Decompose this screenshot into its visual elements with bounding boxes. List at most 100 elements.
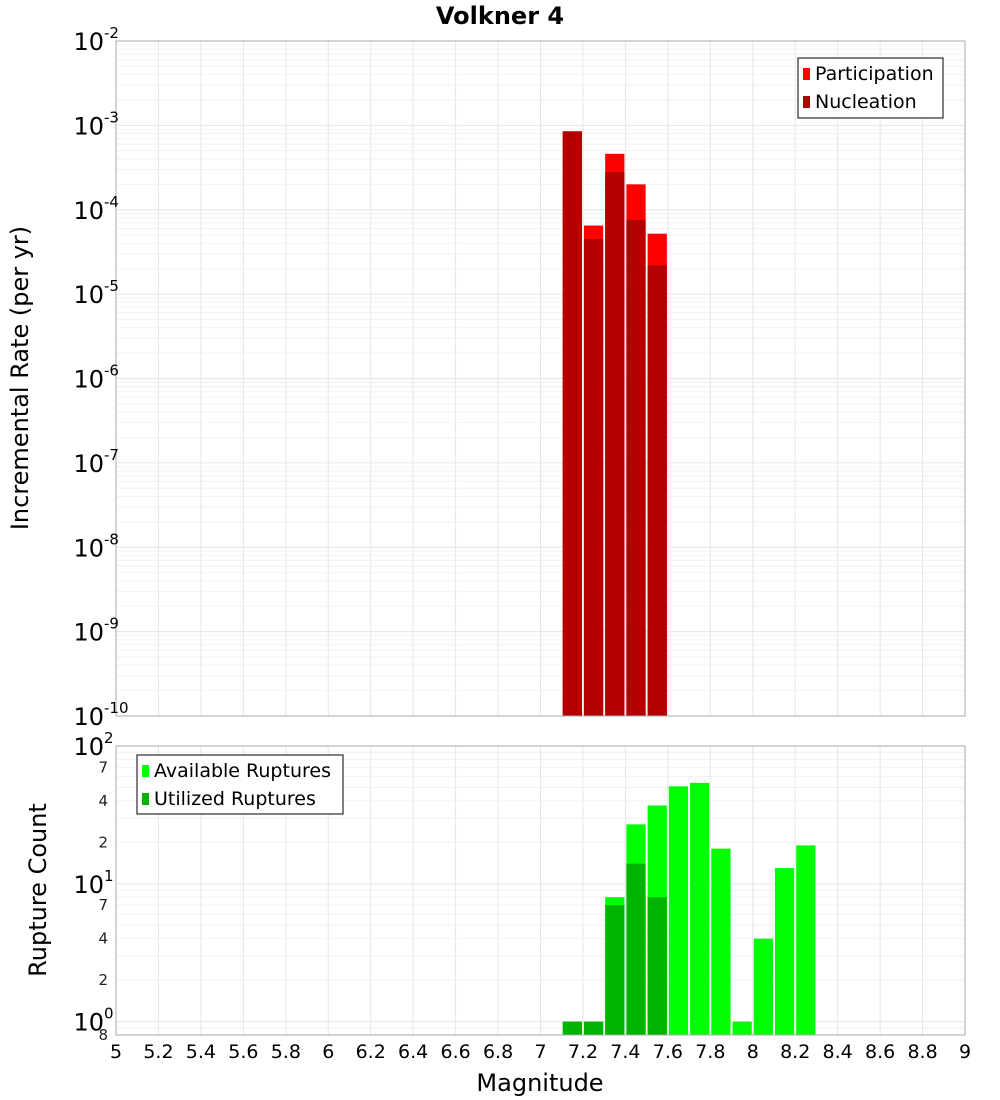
magnitude-x-tick-label: 5.6 <box>228 1041 258 1063</box>
rupture-legend-swatch <box>142 793 149 805</box>
rupture-y-tick-base: 10 <box>73 1009 104 1037</box>
magnitude-x-tick-label: 7.6 <box>653 1041 683 1063</box>
rupture-legend: Available Ruptures Utilized Ruptures <box>136 754 344 815</box>
magnitude-x-tick-label: 6 <box>322 1041 334 1063</box>
rupture-y-minor-tick-label: 2 <box>98 971 108 989</box>
rupture-bar-available-ruptures <box>753 938 773 1035</box>
rupture-bar-utilized-ruptures <box>605 905 625 1035</box>
rate-y-tick-base: 10 <box>73 281 104 309</box>
rupture-bar-available-ruptures <box>711 848 731 1035</box>
rupture-bar-utilized-ruptures <box>647 897 667 1035</box>
rate-bar-nucleation <box>626 219 646 717</box>
magnitude-x-tick-label: 8.2 <box>780 1041 810 1063</box>
rupture-y-tick-base: 10 <box>73 733 104 761</box>
magnitude-x-tick-labels: 5 5.2 5.4 5.6 5.8 6 6.2 6.4 6.6 6.8 7 7.2 7.4 7.6 7.8 8… <box>110 1041 971 1063</box>
rupture-y-decade-label: 10 1 <box>73 867 113 899</box>
magnitude-x-tick-label: 6.4 <box>398 1041 428 1063</box>
rupture-y-minor-tick-label: 2 <box>98 833 108 851</box>
rupture-y-decade-label: 10 0 <box>73 1005 113 1037</box>
magnitude-x-tick-label: 6.6 <box>440 1041 470 1063</box>
rate-y-tick-exponent: -3 <box>104 108 119 126</box>
magnitude-x-tick-label: 7.4 <box>610 1041 640 1063</box>
rate-plot-grid <box>115 41 966 717</box>
rupture-bar-utilized-ruptures <box>562 1021 582 1035</box>
rupture-bar-available-ruptures <box>774 868 795 1035</box>
rate-y-tick-base: 10 <box>73 197 104 225</box>
rate-y-tick-base: 10 <box>73 534 104 562</box>
rate-legend-label: Participation <box>815 63 934 85</box>
rupture-y-minor-tick-label: 4 <box>98 930 108 948</box>
magnitude-x-tick-label: 8.4 <box>823 1041 853 1063</box>
rate-legend-swatch <box>803 96 810 108</box>
rupture-legend-label: Utilized Ruptures <box>154 788 316 810</box>
magnitude-x-tick-label: 5.8 <box>271 1041 301 1063</box>
rupture-plot-bars <box>562 782 816 1035</box>
rupture-bar-available-ruptures <box>668 786 689 1035</box>
magnitude-x-tick-label: 8.8 <box>907 1041 937 1063</box>
rupture-y-minor-tick-label: 7 <box>98 896 108 914</box>
rate-y-tick-label: 10 -5 <box>73 277 119 309</box>
rate-plot-bars <box>562 131 667 717</box>
magnitude-x-tick-label: 5.2 <box>143 1041 173 1063</box>
magnitude-x-tick-label: 6.2 <box>356 1041 386 1063</box>
rate-y-tick-exponent: -2 <box>104 24 119 42</box>
rate-y-axis-label: Incremental Rate (per yr) <box>6 226 34 530</box>
rupture-y-minor-tick-label: 4 <box>98 792 108 810</box>
rate-legend-label: Nucleation <box>815 91 917 113</box>
rate-y-tick-label: 10 -3 <box>73 108 119 140</box>
magnitude-x-tick-label: 8.6 <box>865 1041 895 1063</box>
rate-y-tick-exponent: -8 <box>104 530 119 548</box>
rupture-bar-available-ruptures <box>690 782 710 1035</box>
rate-y-tick-label: 10 -6 <box>73 362 119 394</box>
rate-bar-nucleation <box>647 265 667 716</box>
magnitude-x-tick-label: 5 <box>110 1041 122 1063</box>
rupture-bar-available-ruptures <box>732 1021 752 1035</box>
rate-legend: Participation Nucleation <box>797 57 944 119</box>
rate-legend-swatch <box>803 68 810 80</box>
rupture-y-tick-base: 10 <box>73 871 104 899</box>
rupture-y-tick-exponent: 2 <box>104 729 114 747</box>
rupture-legend-label: Available Ruptures <box>154 760 331 782</box>
rate-y-tick-base: 10 <box>73 28 104 56</box>
rupture-y-tick-exponent: 1 <box>104 867 114 885</box>
rupture-plot-frame <box>115 745 966 1036</box>
magnitude-x-tick-label: 6.8 <box>483 1041 513 1063</box>
rupture-y-tick-exponent: 0 <box>104 1005 114 1023</box>
rate-y-tick-label: 10 -2 <box>73 24 119 56</box>
magnitude-x-axis-label: Magnitude <box>476 1069 603 1097</box>
rate-y-tick-exponent: -9 <box>104 615 119 633</box>
rate-plot: 10-210-310-410-510-610-710-810-910-10 In… <box>6 24 966 731</box>
magnitude-x-tick-label: 5.4 <box>186 1041 216 1063</box>
rate-bar-nucleation <box>583 239 604 716</box>
magnitude-x-tick-label: 9 <box>959 1041 971 1063</box>
rupture-y-minor-tick-label: 7 <box>98 758 108 776</box>
magnitude-x-tick-label: 7.8 <box>695 1041 725 1063</box>
rate-legend-box <box>797 57 944 119</box>
rupture-bar-available-ruptures <box>796 845 816 1035</box>
rate-y-tick-label: 10 -10 <box>73 699 128 731</box>
rate-bar-nucleation <box>605 172 625 716</box>
rate-y-tick-base: 10 <box>73 450 104 478</box>
rate-y-tick-base: 10 <box>73 619 104 647</box>
magnitude-x-tick-label: 8 <box>747 1041 759 1063</box>
magnitude-x-tick-label: 7.2 <box>568 1041 598 1063</box>
rate-y-tick-base: 10 <box>73 366 104 394</box>
rupture-y-decade-label: 10 2 <box>73 729 113 761</box>
rate-y-tick-exponent: -4 <box>104 193 119 211</box>
rupture-bar-utilized-ruptures <box>626 863 646 1035</box>
rate-y-tick-labels: 10-210-310-410-510-610-710-810-910-10 <box>73 24 128 731</box>
rate-y-tick-label: 10 -7 <box>73 446 119 478</box>
rate-y-tick-label: 10 -4 <box>73 193 119 225</box>
rupture-bar-utilized-ruptures <box>583 1021 604 1035</box>
rate-y-tick-base: 10 <box>73 112 104 140</box>
rupture-legend-swatch <box>142 765 149 777</box>
rupture-legend-box <box>136 754 344 815</box>
rate-y-tick-base: 10 <box>73 703 104 731</box>
chart-title: Volkner 4 <box>436 2 564 30</box>
rate-y-tick-exponent: -5 <box>104 277 119 295</box>
rate-y-tick-label: 10 -9 <box>73 615 119 647</box>
rate-y-tick-label: 10 -8 <box>73 530 119 562</box>
